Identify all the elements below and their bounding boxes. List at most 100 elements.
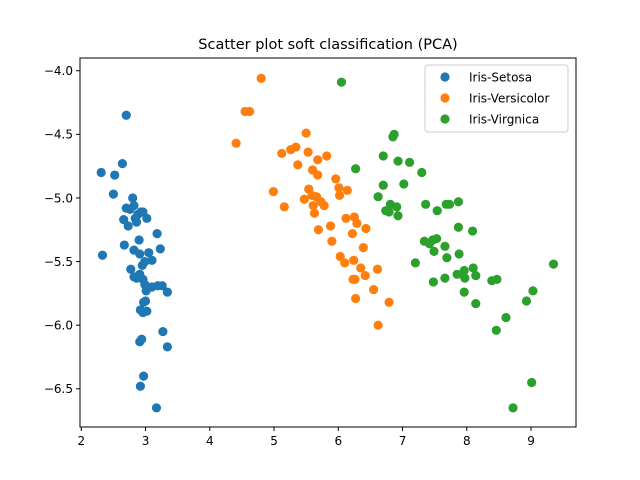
scatter-point-2-40	[492, 274, 502, 284]
scatter-point-2-37	[428, 277, 438, 287]
scatter-point-0-26	[152, 228, 162, 239]
scatter-point-2-3	[378, 151, 388, 161]
scatter-point-2-30	[454, 249, 464, 259]
scatter-point-1-37	[340, 258, 350, 268]
scatter-point-1-8	[303, 147, 313, 157]
scatter-point-0-44	[158, 326, 168, 337]
scatter-point-2-18	[384, 207, 394, 217]
scatter-point-2-36	[471, 270, 481, 281]
scatter-point-1-29	[342, 185, 352, 195]
scatter-point-0-20	[134, 235, 144, 245]
scatter-point-2-28	[440, 241, 450, 251]
x-tick-label-3: 5	[270, 434, 278, 448]
scatter-point-1-4	[277, 148, 287, 159]
scatter-point-2-15	[444, 199, 455, 209]
y-tick-label-1: −4.5	[44, 128, 73, 142]
scatter-point-2-46	[501, 312, 511, 323]
scatter-point-1-35	[358, 242, 368, 253]
scatter-point-1-13	[313, 170, 323, 180]
scatter-point-0-2	[108, 189, 119, 199]
scatter-point-0-11	[128, 193, 138, 203]
scatter-point-2-47	[491, 325, 501, 335]
scatter-point-2-49	[508, 403, 518, 413]
scatter-point-1-27	[334, 183, 344, 193]
axes: 2 3 4 5 6 7 8 9 −4.0 −4.5 −5.0 −5.5 −6.0 −6.5	[44, 57, 577, 448]
scatter-point-0-43	[142, 306, 152, 316]
scatter-point-0-6	[119, 215, 129, 225]
scatter-point-2-7	[417, 167, 427, 178]
scatter-point-0-49	[135, 381, 145, 391]
scatter-point-1-36	[335, 251, 345, 262]
scatter-point-1-40	[360, 270, 370, 281]
scatter-point-0-48	[139, 371, 149, 381]
scatter-point-1-9	[313, 155, 323, 165]
scatter-point-0-37	[157, 281, 167, 291]
y-tick-label-3: −5.5	[44, 255, 73, 269]
scatter-point-1-47	[373, 320, 383, 330]
scatter-point-1-33	[361, 223, 371, 234]
legend-label-2: Iris-Virgnica	[469, 112, 539, 126]
chart-title: Scatter plot soft classification (PCA)	[198, 37, 457, 53]
scatter-point-0-47	[162, 342, 172, 352]
scatter-point-2-38	[440, 273, 450, 283]
scatter-point-1-48	[327, 236, 337, 246]
scatter-point-1-6	[291, 142, 301, 152]
scatter-point-0-46	[137, 334, 147, 344]
scatter-point-2-4	[393, 156, 403, 166]
scatter-point-2-48	[527, 377, 537, 388]
legend-label-0: Iris-Setosa	[469, 70, 532, 84]
legend: Iris-Setosa Iris-Versicolor Iris-Virgnica	[424, 64, 569, 133]
scatter-point-2-9	[399, 179, 409, 189]
scatter-point-2-8	[378, 180, 388, 190]
x-tick-label-1: 3	[142, 434, 150, 448]
scatter-point-2-5	[405, 157, 415, 167]
scatter-point-0-5	[97, 250, 108, 260]
x-tick-label-5: 7	[399, 434, 407, 448]
scatter-point-2-10	[373, 192, 383, 202]
scatter-point-2-41	[459, 287, 469, 297]
scatter-point-1-3	[231, 138, 241, 148]
scatter-point-1-2	[245, 106, 255, 117]
y-tick-label-0: −4.0	[44, 64, 73, 78]
scatter-point-1-10	[322, 151, 332, 161]
legend-marker-1	[440, 93, 450, 103]
scatter-point-0-18	[142, 213, 152, 223]
scatter-point-1-7	[301, 128, 311, 138]
scatter-point-0-9	[123, 221, 133, 231]
y-tick-label-5: −6.5	[44, 382, 73, 396]
scatter-point-1-28	[334, 190, 345, 201]
scatter-point-0-1	[110, 170, 120, 180]
scatter-point-2-27	[429, 246, 439, 257]
scatter-point-1-11	[293, 160, 303, 170]
scatter-point-2-6	[351, 164, 361, 174]
scatter-point-1-19	[308, 201, 318, 211]
scatter-point-1-23	[319, 201, 329, 211]
legend-marker-0	[440, 72, 450, 82]
x-tick-label-2: 4	[206, 434, 214, 448]
scatter-point-0-23	[140, 256, 150, 267]
x-tick-label-4: 6	[334, 434, 342, 448]
scatter-point-1-45	[369, 284, 379, 295]
scatter-point-2-20	[432, 206, 442, 216]
scatter-point-0-50	[151, 403, 162, 413]
scatter-point-2-45	[548, 259, 559, 269]
scatter-point-1-43	[348, 274, 358, 284]
scatter-point-1-41	[372, 264, 383, 274]
scatter-point-1-15	[279, 202, 289, 212]
scatter-point-1-20	[309, 208, 320, 218]
scatter-point-2-34	[452, 269, 462, 279]
scatter-point-2-44	[528, 286, 538, 296]
data-points	[96, 73, 559, 413]
scatter-point-0-25	[147, 255, 157, 265]
scatter-point-1-16	[299, 194, 309, 204]
x-tick-label-7: 9	[527, 434, 535, 448]
scatter-point-0-4	[121, 110, 131, 120]
legend-box	[424, 64, 569, 133]
y-tick-label-2: −5.0	[44, 191, 73, 205]
scatter-point-0-24	[144, 248, 154, 258]
scatter-point-1-32	[352, 218, 362, 229]
scatter-point-0-3	[117, 159, 127, 169]
scatter-point-0-40	[140, 296, 151, 306]
legend-label-1: Iris-Versicolor	[469, 91, 549, 105]
